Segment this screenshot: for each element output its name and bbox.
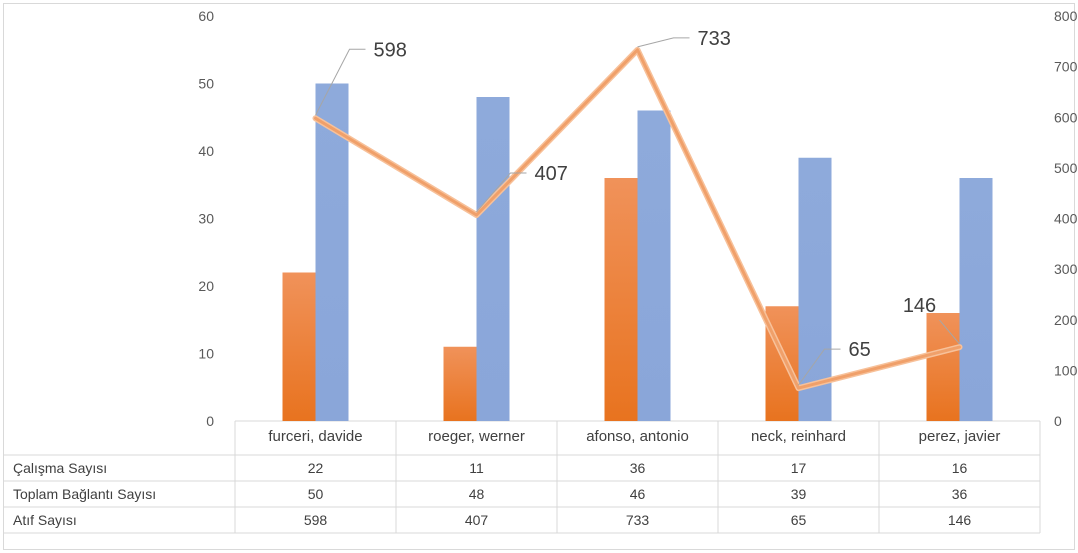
table-cell: 39 — [791, 486, 807, 502]
table-cell: 36 — [630, 460, 646, 476]
right-axis-ticks: 0 100 200 300 400 500 600 700 800 — [1054, 8, 1078, 429]
right-tick-label: 400 — [1054, 211, 1078, 227]
right-tick-label: 0 — [1054, 413, 1062, 429]
data-label-leader — [315, 48, 366, 116]
right-tick-label: 600 — [1054, 109, 1078, 125]
table-cell: 407 — [465, 512, 489, 528]
left-tick-label: 50 — [198, 76, 214, 92]
right-tick-label: 800 — [1054, 8, 1078, 24]
table-cell: 733 — [626, 512, 650, 528]
left-tick-label: 40 — [198, 143, 214, 159]
category-label: perez, javier — [919, 428, 1001, 445]
bar-calisma-sayisi — [282, 272, 316, 421]
right-tick-label: 200 — [1054, 312, 1078, 328]
table-row-label: Toplam Bağlantı Sayısı — [13, 486, 156, 502]
table-cell: 50 — [308, 486, 324, 502]
data-labels: 598 407 733 65 146 — [315, 28, 960, 386]
table-row-label: Atıf Sayısı — [13, 512, 77, 528]
right-tick-label: 300 — [1054, 261, 1078, 277]
left-tick-label: 10 — [198, 346, 214, 362]
table-cell: 11 — [469, 460, 484, 476]
data-label-leader — [939, 319, 960, 345]
bar-toplam-baglanti-sayisi — [315, 83, 349, 421]
bar-calisma-sayisi — [604, 178, 638, 421]
data-label: 598 — [374, 39, 407, 61]
data-label: 65 — [849, 339, 871, 361]
left-tick-label: 0 — [206, 413, 214, 429]
data-label: 407 — [535, 163, 568, 185]
data-label-leader — [637, 37, 690, 48]
table-cell: 36 — [952, 486, 968, 502]
bar-toplam-baglanti-sayisi — [476, 97, 510, 421]
grid-lines: furceri, davide roeger, werner afonso, ant… — [235, 420, 1040, 445]
table-row-label: Çalışma Sayısı — [13, 460, 107, 476]
table-cell: 46 — [630, 486, 646, 502]
data-label-leader — [476, 172, 527, 213]
table-cell: 22 — [308, 460, 324, 476]
table-cell: 48 — [469, 486, 485, 502]
left-tick-label: 60 — [198, 8, 214, 24]
category-label: afonso, antonio — [586, 428, 689, 445]
left-axis-ticks: 0 10 20 30 40 50 60 — [198, 8, 214, 429]
data-label: 733 — [698, 28, 731, 50]
table-cell: 598 — [304, 512, 328, 528]
bar-calisma-sayisi — [926, 313, 960, 421]
line-atif-sayisi — [314, 48, 961, 390]
table-cell: 65 — [791, 512, 807, 528]
bar-calisma-sayisi — [443, 346, 477, 421]
right-tick-label: 700 — [1054, 59, 1078, 75]
data-label: 146 — [903, 295, 936, 317]
table-cell: 146 — [948, 512, 972, 528]
category-label: roeger, werner — [428, 428, 525, 445]
category-label: neck, reinhard — [751, 428, 846, 445]
right-tick-label: 500 — [1054, 160, 1078, 176]
bar-toplam-baglanti-sayisi — [959, 178, 993, 421]
data-label-leader — [798, 348, 841, 386]
table-cell: 16 — [952, 460, 968, 476]
table-cell: 17 — [791, 460, 807, 476]
left-tick-label: 30 — [198, 211, 214, 227]
bar-toplam-baglanti-sayisi — [637, 110, 671, 421]
bars — [282, 83, 993, 421]
right-tick-label: 100 — [1054, 362, 1078, 378]
chart-frame — [3, 3, 1075, 550]
data-table: Çalışma Sayısı 22 11 36 17 16 Toplam Bağlantı … — [3, 421, 1041, 534]
line-series — [312, 46, 963, 392]
left-tick-label: 20 — [198, 278, 214, 294]
category-label: furceri, davide — [268, 428, 362, 445]
